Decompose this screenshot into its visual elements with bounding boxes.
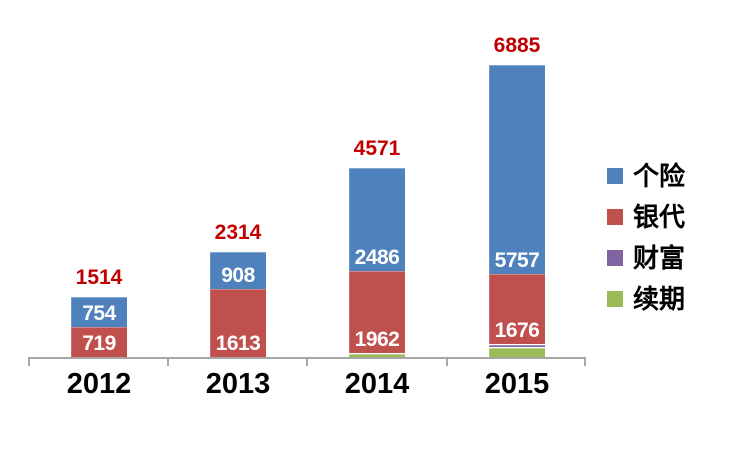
bar-segment-blue: 2486 xyxy=(349,168,405,271)
bar-2014: 2486 1962 xyxy=(349,168,405,357)
bar-segment-label: 2486 xyxy=(354,245,400,269)
legend-item-purple: 财富 xyxy=(607,244,685,272)
legend-label: 银代 xyxy=(633,202,686,232)
legend-label: 个险 xyxy=(633,161,686,191)
bar-total-label: 4571 xyxy=(353,137,401,160)
axis-tick xyxy=(28,357,30,366)
bar-segment-label: 719 xyxy=(82,331,116,355)
x-axis-label-2014: 2014 xyxy=(344,368,410,400)
bar-total-label: 2314 xyxy=(214,221,262,244)
bar-segment-purple xyxy=(489,344,545,347)
bar-segment-red: 1962 xyxy=(349,271,405,353)
bar-segment-green xyxy=(489,347,545,357)
bar-2015: 5757 1676 xyxy=(489,65,545,357)
legend-swatch-red-icon xyxy=(607,209,623,225)
legend-swatch-green-icon xyxy=(607,291,623,307)
bar-segment-label: 1962 xyxy=(354,327,400,351)
bar-segment-label: 1613 xyxy=(215,331,261,355)
bar-segment-label: 908 xyxy=(221,263,255,287)
bar-total-label: 6885 xyxy=(493,34,541,57)
legend-label: 财富 xyxy=(633,243,686,273)
legend-swatch-purple-icon xyxy=(607,250,623,266)
bar-segment-blue: 754 xyxy=(71,297,127,327)
bar-segment-label: 1676 xyxy=(494,318,540,342)
legend-item-blue: 个险 xyxy=(607,162,685,190)
x-axis-label-2012: 2012 xyxy=(66,368,132,400)
bar-segment-green xyxy=(349,353,405,357)
bar-segment-blue: 5757 xyxy=(489,65,545,274)
axis-tick xyxy=(446,357,448,366)
legend-item-green: 续期 xyxy=(607,285,685,313)
x-axis-label-2015: 2015 xyxy=(484,368,550,400)
bar-total-label: 1514 xyxy=(75,266,123,289)
legend-item-red: 银代 xyxy=(607,203,685,231)
bar-2012: 754 719 xyxy=(71,297,127,357)
bar-segment-blue: 908 xyxy=(210,252,266,289)
bar-segment-red: 719 xyxy=(71,327,127,357)
bar-segment-red: 1676 xyxy=(489,274,545,344)
legend: 个险 银代 财富 续期 xyxy=(607,162,685,326)
bar-2013: 908 1613 xyxy=(210,252,266,357)
legend-swatch-blue-icon xyxy=(607,168,623,184)
bar-segment-label: 5757 xyxy=(494,248,540,272)
axis-tick xyxy=(584,357,586,366)
x-axis-label-2013: 2013 xyxy=(205,368,271,400)
bar-segment-label: 754 xyxy=(82,301,116,325)
axis-tick xyxy=(306,357,308,366)
axis-tick xyxy=(167,357,169,366)
legend-label: 续期 xyxy=(633,284,686,314)
bar-segment-red: 1613 xyxy=(210,289,266,357)
